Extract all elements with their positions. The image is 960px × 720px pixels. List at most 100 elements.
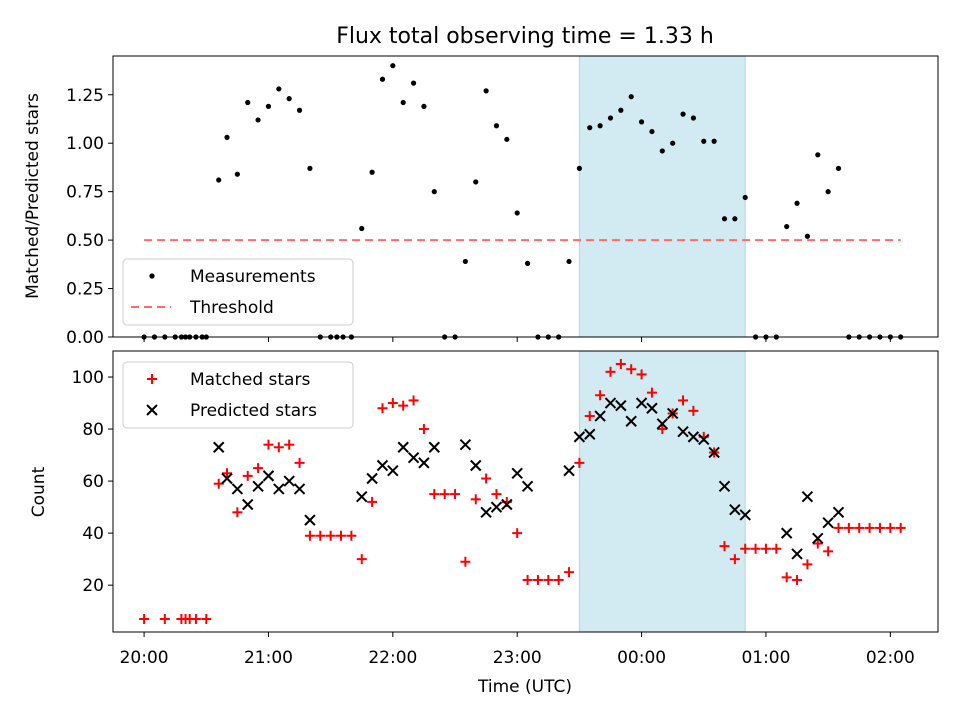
matched-stars-point [190, 613, 201, 624]
y-tick-label: 60 [82, 472, 104, 492]
measurements-point [711, 138, 717, 144]
predicted-stars-point [366, 472, 378, 485]
measurements-point [216, 177, 222, 183]
measurements-point [245, 99, 251, 106]
predicted-stars-point [573, 431, 586, 443]
measurements-point [359, 225, 365, 232]
matched-stars-point [771, 543, 782, 554]
observing-window-shade [578, 55, 746, 338]
legend-swatch [147, 374, 157, 384]
matched-stars-point [646, 387, 657, 398]
measurements-point [628, 94, 634, 100]
measurements-point [296, 107, 303, 113]
measurements-point [276, 86, 282, 92]
predicted-stars-point [718, 480, 731, 493]
matched-stars-point [574, 457, 585, 468]
measurements-point [701, 138, 707, 144]
predicted-stars-point [594, 410, 606, 422]
measurements-point [659, 148, 665, 154]
matched-stars-point [242, 470, 253, 481]
measurements-point [576, 165, 582, 171]
top-panel-frame [112, 55, 939, 338]
predicted-stars-point [501, 498, 513, 511]
y-tick-label: 1.00 [66, 134, 104, 154]
legend-label: Matched stars [190, 370, 310, 390]
measurements-point [379, 76, 386, 82]
matched-stars-point [512, 528, 523, 539]
predicted-stars-point [418, 457, 430, 469]
predicted-stars-point [293, 483, 306, 495]
matched-stars-point [626, 364, 637, 375]
matched-stars-point [564, 567, 575, 578]
measurements-point [825, 189, 831, 195]
measurements-point [721, 216, 728, 222]
top-panel: 0.00 0.25 0.50 0.75 1.00 1.25 Flux total obse… [23, 24, 939, 348]
y-tick-label: 80 [82, 420, 104, 440]
measurements-point [390, 63, 396, 69]
predicted-stars-point [656, 418, 669, 430]
bottom-panel-frame [112, 350, 939, 633]
predicted-stars-point [832, 506, 845, 519]
y-tick-label: 100 [72, 368, 104, 388]
measurements-point [690, 115, 697, 121]
matched-stars-point [522, 574, 533, 585]
measurements-point [587, 125, 593, 131]
x-tick-label: 22:00 [368, 648, 417, 668]
x-tick-label: 20:00 [120, 648, 169, 668]
predicted-stars-point [480, 506, 492, 519]
matched-stars-point [584, 411, 595, 422]
y-tick-label: 20 [82, 576, 104, 596]
predicted-stars-point [521, 480, 534, 493]
matched-stars-point [315, 530, 326, 541]
measurements-point [742, 194, 748, 201]
measurements-point [566, 258, 572, 265]
measurements-point [649, 128, 655, 135]
predicted-stars-point [698, 433, 710, 446]
y-tick-label: 0.50 [66, 231, 104, 251]
predicted-stars-point [252, 480, 264, 493]
predicted-stars-point [812, 532, 824, 545]
predicted-stars-point [407, 451, 420, 464]
predicted-stars-point [376, 459, 389, 472]
observing-window-shade [578, 350, 746, 633]
matched-stars-point [481, 473, 492, 484]
x-tick-label: 00:00 [617, 648, 666, 668]
predicted-stars-point [213, 441, 225, 453]
measurements-point [784, 223, 790, 230]
predicted-stars-point [283, 475, 295, 487]
measurements-point [462, 258, 468, 265]
matched-stars-point [729, 554, 740, 565]
predicted-stars-point [708, 446, 720, 459]
predicted-stars-point [780, 527, 793, 539]
measurements-point [265, 103, 272, 109]
matched-stars-point [812, 538, 823, 549]
bottom-panel-legend: Matched stars Predicted stars [122, 361, 354, 429]
measurements-point [255, 117, 261, 123]
matched-stars-point [429, 489, 440, 500]
measurements-point [680, 111, 686, 117]
predicted-stars-point [625, 415, 637, 427]
matched-stars-point [895, 522, 906, 533]
matched-stars-point [874, 522, 885, 533]
x-tick-label: 21:00 [244, 648, 293, 668]
matched-stars-point [885, 522, 896, 533]
legend-swatch [146, 404, 158, 416]
matched-stars-point [781, 572, 792, 583]
measurements-point [431, 189, 437, 195]
y-tick-label: 1.25 [66, 86, 104, 106]
measurements-point [514, 210, 520, 216]
y-tick-label: 0.75 [66, 183, 104, 203]
predicted-stars-point [615, 399, 627, 412]
predicted-stars-point [791, 548, 803, 560]
matched-stars-point [284, 439, 295, 450]
y-tick-label: 40 [82, 524, 104, 544]
matched-stars-point [377, 403, 388, 414]
predicted-stars-point [242, 498, 254, 511]
matched-stars-point [356, 554, 367, 565]
matched-stars-point [719, 541, 730, 552]
matched-stars-point [325, 530, 336, 541]
matched-stars-point [678, 395, 689, 406]
matched-stars-point [232, 507, 243, 518]
matched-stars-point [833, 522, 844, 533]
matched-stars-point [532, 574, 543, 585]
